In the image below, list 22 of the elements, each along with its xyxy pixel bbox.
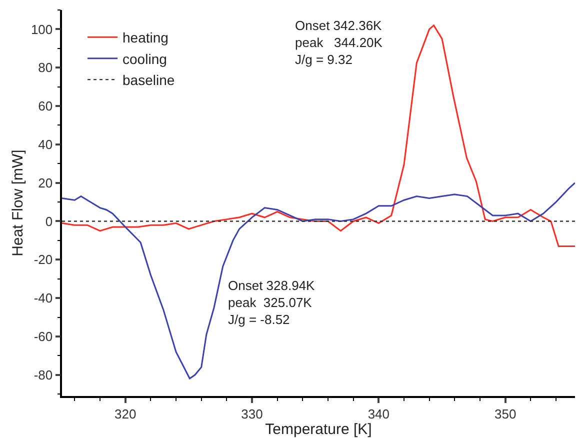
x-tick-label: 350 — [494, 406, 516, 422]
y-tick-label: 20 — [38, 175, 53, 190]
legend-label: heating — [122, 30, 168, 46]
annotation: Onset 328.94K peak 325.07K J/g = -8.52 — [228, 278, 316, 327]
y-tick-label: -60 — [34, 329, 53, 344]
y-tick-label: -40 — [34, 290, 53, 306]
x-tick-label: 320 — [114, 406, 136, 422]
legend-label: cooling — [122, 50, 167, 67]
y-tick-label: 60 — [38, 98, 53, 114]
line-series — [62, 182, 575, 380]
y-tick-label: 100 — [30, 22, 53, 37]
annotation: Onset 342.36K peak 344.20K J/g = 9.32 — [295, 18, 383, 67]
y-tick-label: 40 — [38, 136, 53, 152]
y-tick-label: 0 — [45, 214, 53, 229]
x-tick-label: 340 — [368, 406, 390, 422]
y-tick-label: -20 — [34, 252, 53, 268]
x-tick-label: 330 — [241, 406, 263, 422]
y-tick-label: 80 — [38, 60, 53, 76]
legend-label: baseline — [122, 72, 175, 88]
y-axis-title: Heat Flow [mW] — [10, 150, 27, 256]
x-axis-title: Temperature [K] — [265, 421, 372, 438]
y-tick-label: -80 — [34, 367, 53, 382]
